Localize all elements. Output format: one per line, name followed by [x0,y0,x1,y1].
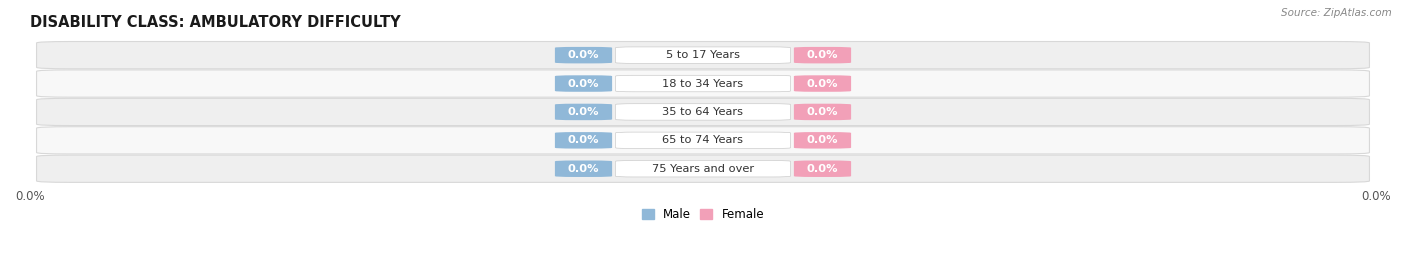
FancyBboxPatch shape [794,132,851,148]
FancyBboxPatch shape [555,47,612,63]
FancyBboxPatch shape [37,155,1369,182]
Text: 0.0%: 0.0% [807,50,838,60]
FancyBboxPatch shape [616,75,790,92]
Text: 0.0%: 0.0% [568,50,599,60]
FancyBboxPatch shape [37,70,1369,97]
Text: 0.0%: 0.0% [568,79,599,89]
FancyBboxPatch shape [794,75,851,92]
FancyBboxPatch shape [37,98,1369,126]
FancyBboxPatch shape [555,104,612,120]
FancyBboxPatch shape [555,161,612,177]
Text: 0.0%: 0.0% [568,107,599,117]
Legend: Male, Female: Male, Female [641,208,765,221]
Text: 65 to 74 Years: 65 to 74 Years [662,135,744,145]
FancyBboxPatch shape [616,161,790,177]
Text: 35 to 64 Years: 35 to 64 Years [662,107,744,117]
Text: 75 Years and over: 75 Years and over [652,164,754,174]
FancyBboxPatch shape [37,127,1369,154]
Text: 0.0%: 0.0% [807,107,838,117]
Text: 0.0%: 0.0% [568,135,599,145]
Text: 5 to 17 Years: 5 to 17 Years [666,50,740,60]
Text: 0.0%: 0.0% [807,135,838,145]
FancyBboxPatch shape [555,132,612,148]
FancyBboxPatch shape [555,75,612,92]
Text: 0.0%: 0.0% [807,79,838,89]
Text: DISABILITY CLASS: AMBULATORY DIFFICULTY: DISABILITY CLASS: AMBULATORY DIFFICULTY [30,15,401,30]
Text: 0.0%: 0.0% [568,164,599,174]
Text: 0.0%: 0.0% [807,164,838,174]
FancyBboxPatch shape [616,104,790,120]
FancyBboxPatch shape [616,47,790,63]
FancyBboxPatch shape [616,132,790,148]
FancyBboxPatch shape [794,161,851,177]
FancyBboxPatch shape [37,41,1369,69]
FancyBboxPatch shape [794,104,851,120]
FancyBboxPatch shape [794,47,851,63]
Text: Source: ZipAtlas.com: Source: ZipAtlas.com [1281,8,1392,18]
Text: 18 to 34 Years: 18 to 34 Years [662,79,744,89]
